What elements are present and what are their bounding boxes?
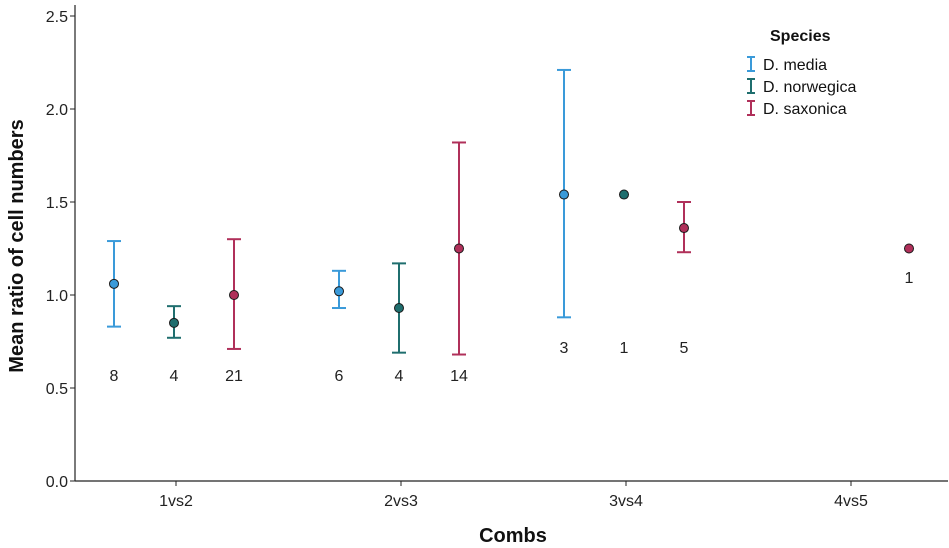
sample-size-label: 1 <box>905 270 914 287</box>
sample-size-label: 5 <box>680 340 689 357</box>
legend: Species D. media D. norwegica D. saxonica <box>747 28 856 118</box>
sample-size-label: 14 <box>450 368 468 385</box>
x-tick-label: 1vs2 <box>159 493 193 510</box>
error-bar-point <box>677 201 691 254</box>
sample-size-label: 3 <box>560 340 569 357</box>
error-bar-point <box>904 243 914 254</box>
sample-size-label: 4 <box>170 368 179 385</box>
x-axis-title: Combs <box>479 525 547 547</box>
legend-item: D. media <box>747 56 827 74</box>
y-tick-label: 0.5 <box>46 381 68 398</box>
error-bar-point <box>332 269 346 310</box>
mean-marker <box>109 278 119 289</box>
sample-size-label: 4 <box>395 368 404 385</box>
x-tick-label: 3vs4 <box>609 493 643 510</box>
error-bar-point <box>107 240 121 328</box>
error-bar-point <box>167 305 181 339</box>
legend-title: Species <box>770 28 831 45</box>
legend-label: D. media <box>763 57 827 74</box>
y-tick-label: 1.5 <box>46 195 68 212</box>
error-bar-point <box>557 68 571 319</box>
mean-marker <box>619 189 629 200</box>
error-bar-point <box>227 238 241 350</box>
legend-item: D. norwegica <box>747 78 856 96</box>
y-tick-label: 2.0 <box>46 102 68 119</box>
mean-marker <box>454 243 464 254</box>
x-axis-ticks: 1vs2 2vs3 3vs4 4vs5 <box>159 481 868 510</box>
axes <box>74 5 948 482</box>
mean-marker <box>904 243 914 254</box>
mean-marker <box>334 286 344 297</box>
mean-marker <box>559 189 569 200</box>
legend-label: D. norwegica <box>763 79 856 96</box>
sample-size-label: 8 <box>110 368 119 385</box>
y-tick-label: 2.5 <box>46 9 68 26</box>
y-tick-label: 1.0 <box>46 288 68 305</box>
y-axis-title: Mean ratio of cell numbers <box>6 119 28 372</box>
y-axis-ticks: 0.0 0.5 1.0 1.5 2.0 2.5 <box>46 9 75 491</box>
error-bar-point <box>619 189 629 200</box>
mean-marker <box>394 303 404 314</box>
y-tick-label: 0.0 <box>46 474 68 491</box>
mean-marker <box>229 290 239 300</box>
chart-marks <box>107 68 914 356</box>
sample-size-label: 21 <box>225 368 243 385</box>
x-tick-label: 4vs5 <box>834 493 868 510</box>
sample-size-labels: 8 6 3 4 4 1 21 14 5 1 <box>110 270 914 385</box>
legend-label: D. saxonica <box>763 101 847 118</box>
error-bar-point <box>452 141 466 356</box>
x-tick-label: 2vs3 <box>384 493 418 510</box>
mean-marker <box>679 223 689 234</box>
mean-marker <box>169 317 179 328</box>
legend-item: D. saxonica <box>747 100 847 118</box>
sample-size-label: 6 <box>335 368 344 385</box>
sample-size-label: 1 <box>620 340 629 357</box>
error-bar-point <box>392 262 406 354</box>
